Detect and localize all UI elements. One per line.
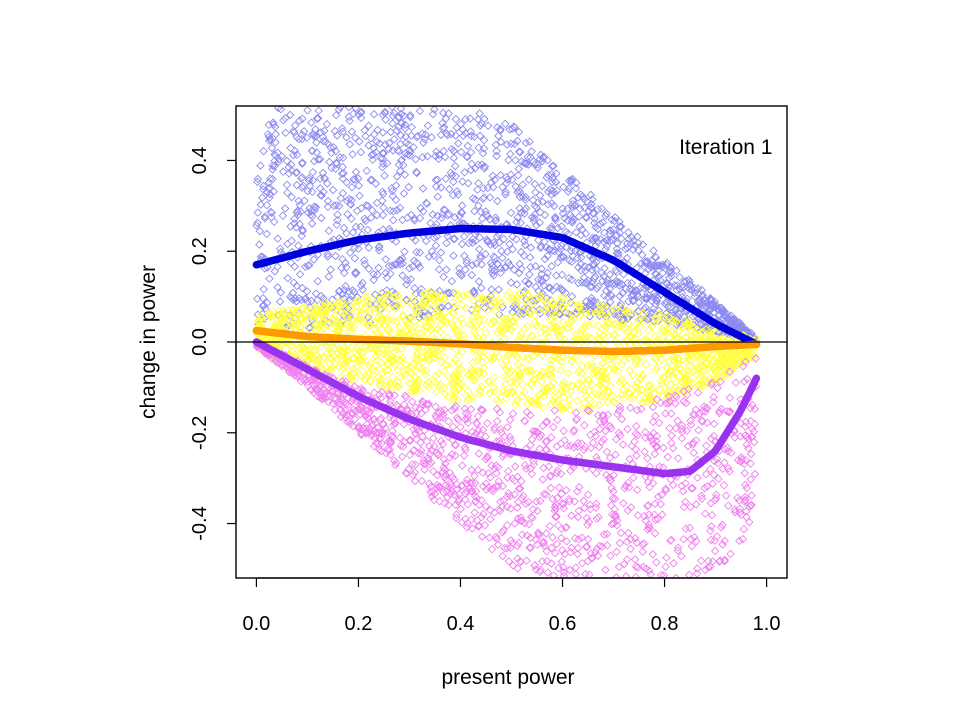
fit-lines bbox=[252, 224, 761, 478]
x-tick-label: 0.4 bbox=[447, 613, 475, 635]
x-tick-label: 1.0 bbox=[753, 613, 781, 635]
y-axis: -0.4 -0.2 0.0 0.2 0.4 bbox=[189, 147, 237, 541]
y-axis-label: change in power bbox=[137, 265, 160, 419]
fit-line-3 bbox=[252, 338, 761, 478]
x-tick-label: 0.0 bbox=[243, 613, 271, 635]
x-tick-label: 0.8 bbox=[651, 613, 679, 635]
y-tick-label: 0.2 bbox=[189, 237, 211, 265]
y-tick-label: 0.0 bbox=[189, 328, 211, 356]
iteration-annotation: Iteration 1 bbox=[679, 136, 772, 159]
x-tick-label: 0.6 bbox=[549, 613, 577, 635]
x-tick-label: 0.2 bbox=[345, 613, 373, 635]
y-tick-label: -0.2 bbox=[189, 416, 211, 450]
fit-line-2 bbox=[252, 326, 761, 356]
x-axis: 0.0 0.2 0.4 0.6 0.8 1.0 bbox=[243, 577, 781, 635]
scatter-points bbox=[252, 106, 761, 578]
y-tick-label: -0.4 bbox=[189, 506, 211, 540]
fit-line-1 bbox=[252, 224, 761, 349]
x-axis-label: present power bbox=[441, 666, 574, 689]
y-tick-label: 0.4 bbox=[189, 147, 211, 175]
